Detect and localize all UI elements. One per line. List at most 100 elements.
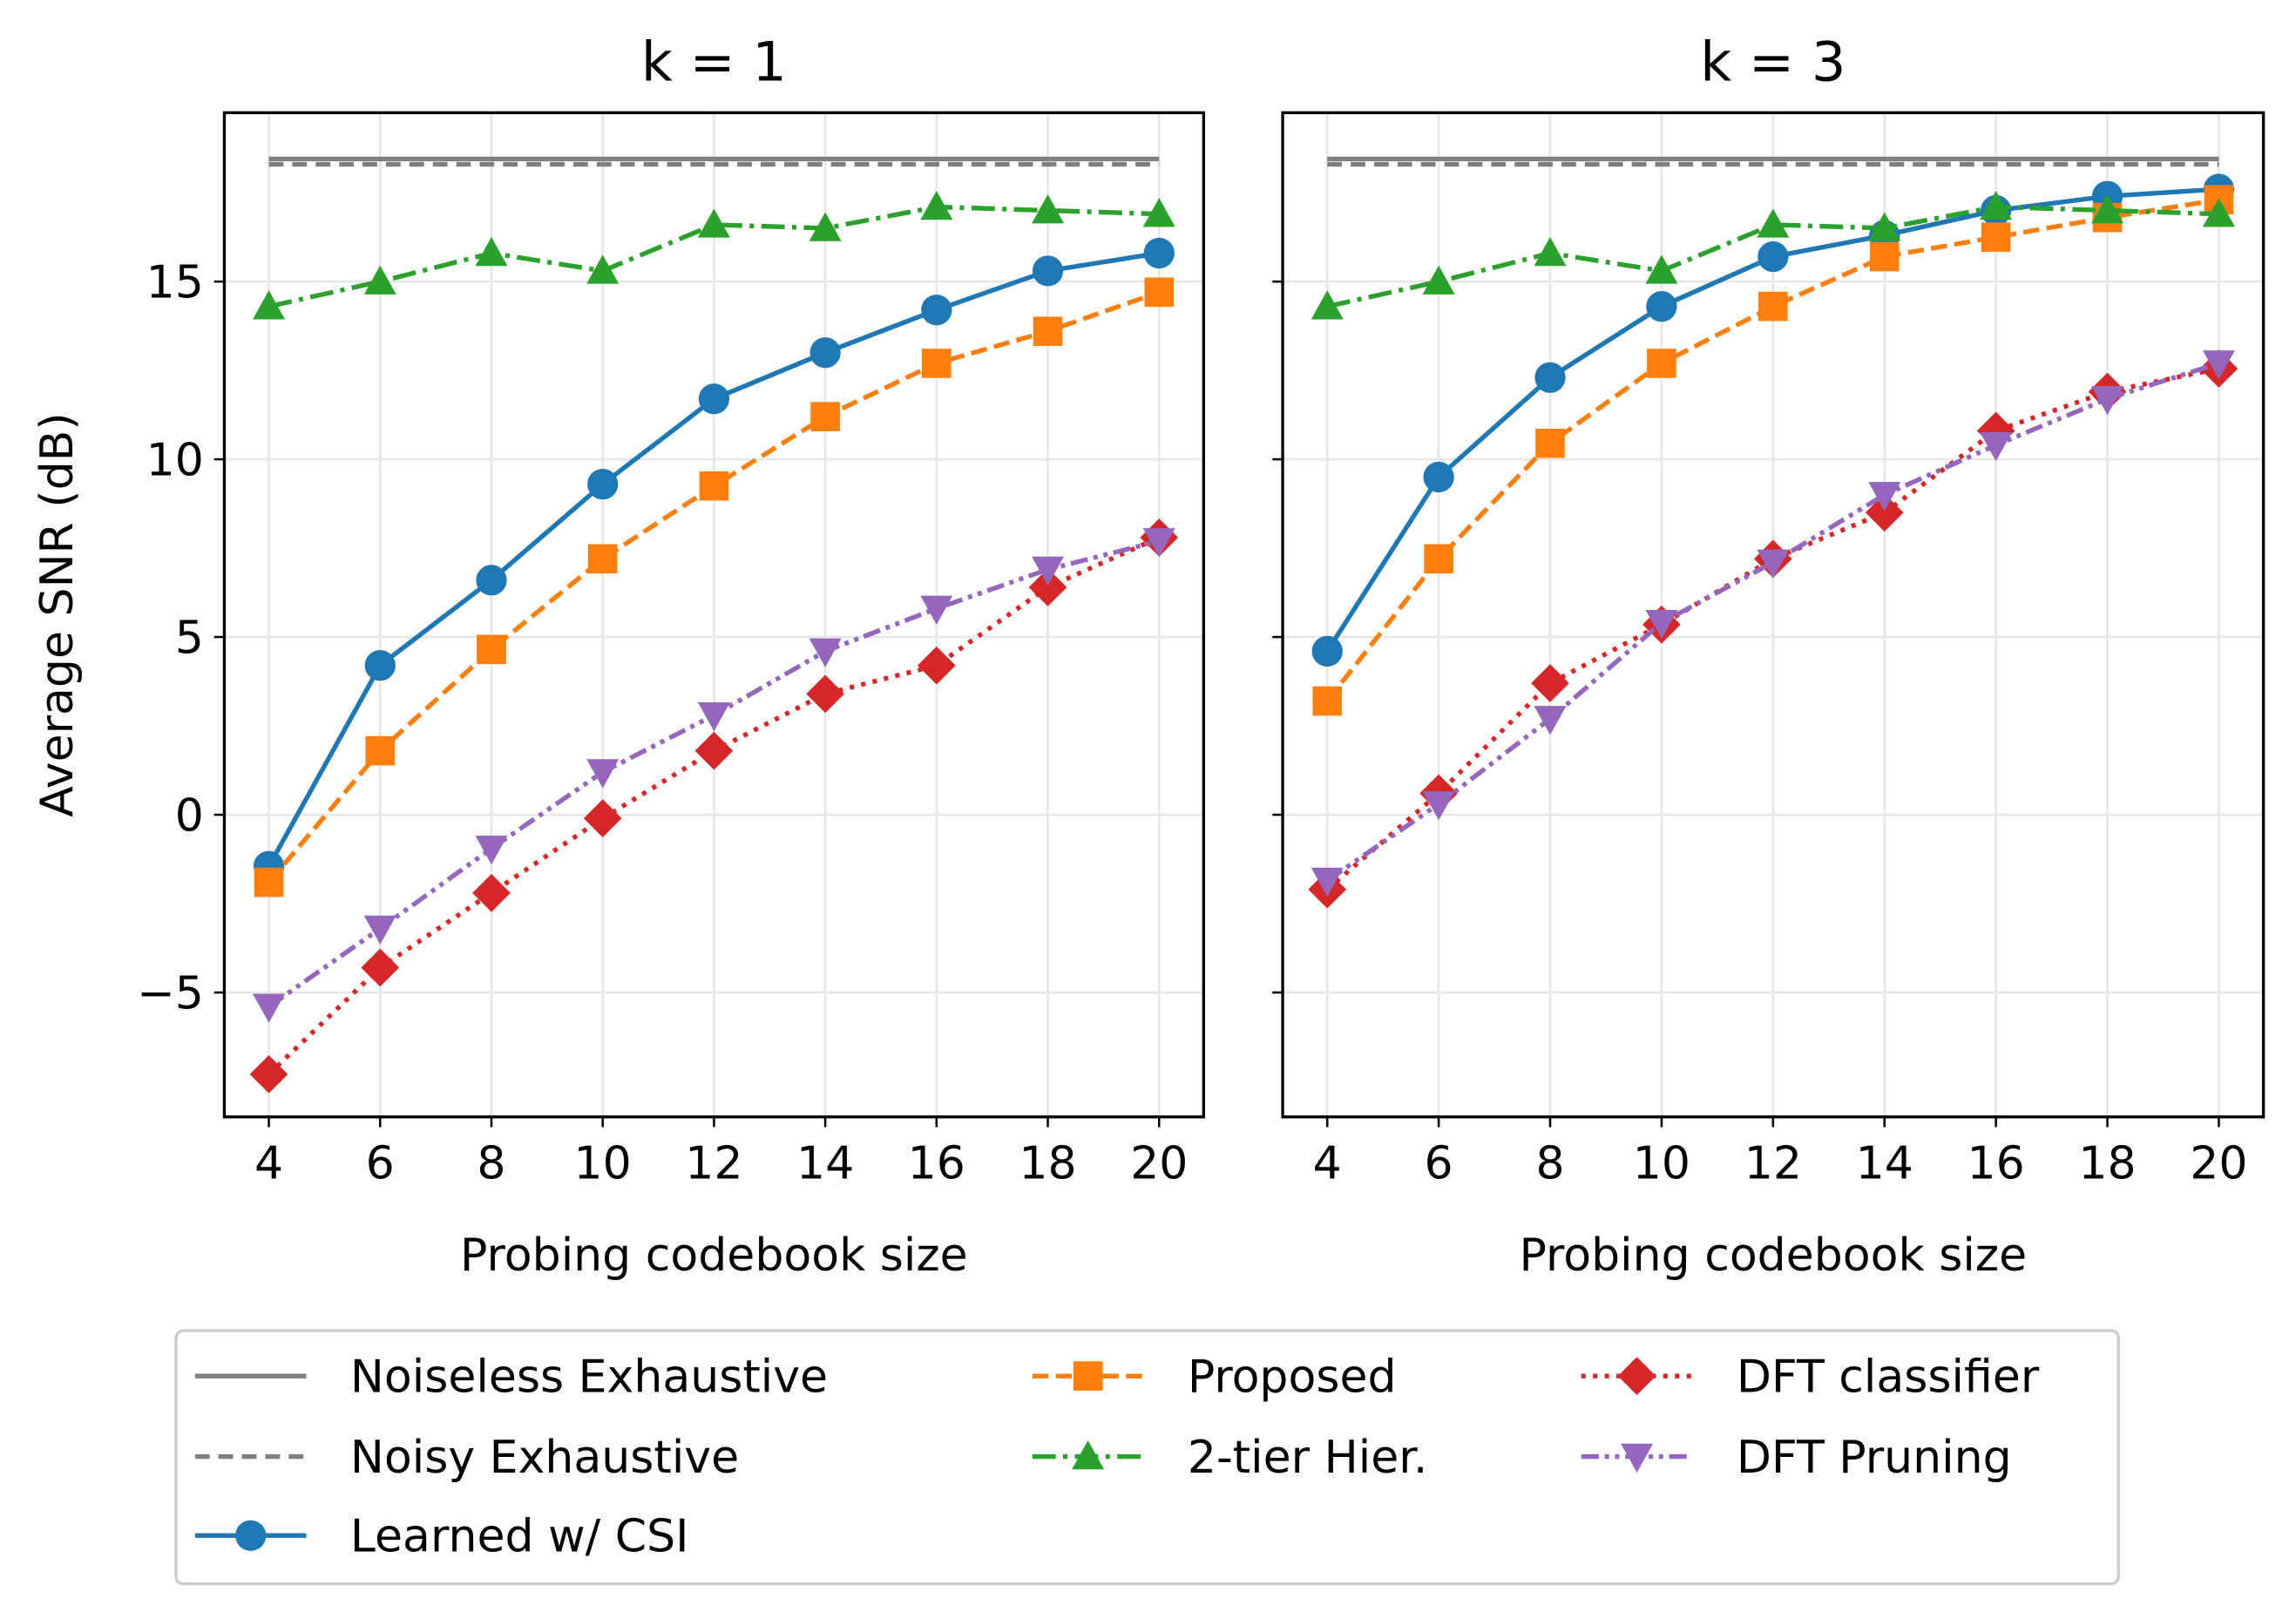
- y-tick-label: 15: [146, 257, 204, 309]
- data-point: [363, 915, 396, 945]
- data-point: [2202, 198, 2235, 227]
- legend-label: Noiseless Exhaustive: [350, 1351, 828, 1404]
- y-tick-label: 5: [175, 613, 204, 665]
- data-point: [698, 383, 730, 415]
- x-tick-label: 14: [796, 1137, 854, 1189]
- data-point: [1646, 291, 1677, 322]
- x-tick-label: 10: [574, 1137, 632, 1189]
- x-tick-label: 16: [1968, 1137, 2025, 1189]
- x-tick-label: 12: [1744, 1137, 1802, 1189]
- data-point: [922, 349, 952, 378]
- y-axis-label: Average SNR (dB): [31, 412, 84, 816]
- data-point: [1422, 265, 1455, 295]
- y-tick-label: 0: [175, 790, 204, 843]
- data-point: [697, 208, 730, 238]
- data-point: [921, 295, 952, 326]
- series-2-tier-hier-: [253, 190, 1175, 320]
- panel-title: k = 1: [641, 30, 787, 93]
- data-point: [1422, 791, 1455, 821]
- data-point: [2091, 194, 2124, 224]
- data-point: [1424, 544, 1453, 574]
- series-2-tier-hier-: [1311, 190, 2235, 320]
- panel-title: k = 3: [1700, 30, 1846, 93]
- panel-1: 4 6 8 10 12 14 16 18 20 −5 0 5 10 15 k = 1 Probing code…: [31, 30, 1206, 1282]
- data-point: [1535, 428, 1565, 458]
- data-point: [920, 190, 953, 220]
- x-tick-label: 18: [1019, 1137, 1076, 1189]
- x-tick-label: 4: [254, 1137, 283, 1189]
- legend-marker: [235, 1520, 267, 1551]
- x-axis-label: Probing codebook size: [1520, 1229, 2028, 1282]
- x-tick-label: 8: [477, 1137, 505, 1189]
- data-point: [586, 254, 620, 284]
- data-point: [1032, 556, 1065, 586]
- data-point: [1423, 461, 1454, 493]
- legend-label: 2-tier Hier.: [1188, 1432, 1428, 1484]
- series-proposed: [1312, 185, 2234, 716]
- data-point: [1534, 706, 1567, 735]
- data-point: [361, 948, 400, 987]
- data-point: [1032, 255, 1064, 287]
- data-point: [2202, 350, 2235, 380]
- series-dft-pruning: [253, 528, 1175, 1023]
- data-point: [476, 565, 507, 596]
- data-point: [253, 290, 286, 320]
- legend-label: DFT Pruning: [1737, 1432, 2012, 1484]
- data-point: [1033, 316, 1063, 347]
- legend-entry: Learned w/ CSI: [194, 1511, 689, 1563]
- legend-entry: Proposed: [1032, 1351, 1397, 1404]
- x-tick-label: 12: [685, 1137, 742, 1189]
- data-point: [1869, 241, 1900, 272]
- data-point: [694, 731, 734, 770]
- data-point: [1028, 568, 1067, 606]
- data-point: [1311, 635, 1343, 667]
- data-point: [1312, 686, 1343, 716]
- data-point: [475, 836, 508, 865]
- data-point: [1531, 664, 1569, 702]
- data-point: [253, 993, 286, 1023]
- x-tick-label: 18: [2078, 1137, 2136, 1189]
- data-point: [1534, 362, 1566, 393]
- x-tick-label: 8: [1535, 1137, 1564, 1189]
- series-proposed: [254, 277, 1175, 898]
- data-point: [1534, 237, 1567, 267]
- data-point: [364, 650, 396, 681]
- data-point: [472, 873, 511, 912]
- legend-label: Learned w/ CSI: [350, 1511, 689, 1563]
- data-point: [475, 237, 508, 267]
- data-point: [809, 337, 841, 369]
- legend-entry: Noisy Exhaustive: [194, 1432, 739, 1484]
- data-point: [1868, 212, 1901, 241]
- legend-frame: [174, 1329, 2120, 1586]
- data-point: [583, 799, 622, 837]
- data-point: [1758, 240, 1789, 273]
- data-point: [2091, 385, 2124, 416]
- data-point: [587, 469, 619, 500]
- legend-marker: [1621, 1443, 1654, 1473]
- series-dft-classifier: [249, 518, 1179, 1094]
- legend-label: Proposed: [1188, 1351, 1397, 1404]
- legend-marker: [1072, 1440, 1105, 1470]
- legend-entry: 2-tier Hier.: [1032, 1432, 1428, 1484]
- data-point: [1142, 198, 1175, 227]
- series-dft-pruning: [1311, 350, 2235, 897]
- data-point: [477, 634, 506, 665]
- series-line: [1325, 361, 2220, 883]
- legend-entry: Noiseless Exhaustive: [194, 1351, 828, 1404]
- data-point: [1645, 254, 1678, 284]
- x-tick-label: 14: [1856, 1137, 1913, 1189]
- x-tick-label: 6: [366, 1137, 395, 1189]
- panel-2: 4 6 8 10 12 14 16 18 20 k = 3 Probing codebook siz…: [1272, 30, 2266, 1282]
- data-point: [1757, 549, 1790, 579]
- x-tick-label: 10: [1633, 1137, 1690, 1189]
- y-tick-label: −5: [137, 967, 204, 1019]
- legend-entry: DFT Pruning: [1581, 1432, 2012, 1484]
- series-line: [1325, 366, 2219, 891]
- legend-label: DFT classifier: [1737, 1351, 2040, 1404]
- legend-marker: [1073, 1361, 1103, 1391]
- series-line: [1325, 197, 2219, 703]
- data-point: [1758, 291, 1788, 322]
- legend-entry: DFT classifier: [1581, 1351, 2040, 1404]
- data-point: [1980, 431, 2013, 462]
